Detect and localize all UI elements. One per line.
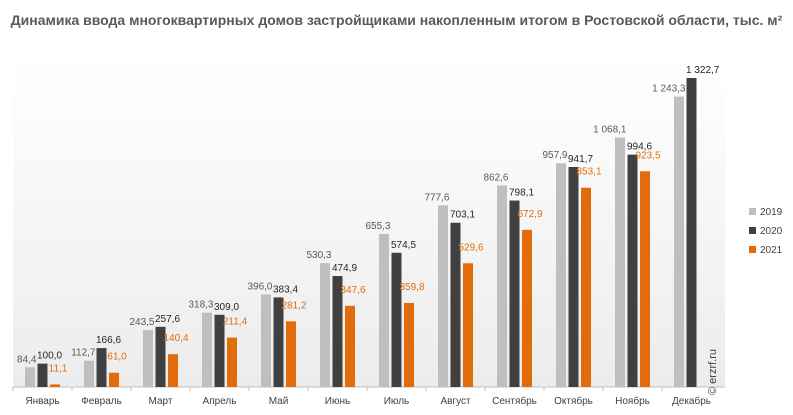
data-label-2019: 957,9 (542, 150, 567, 161)
data-label-2020: 703,1 (450, 210, 475, 221)
data-label-2021: 61,0 (107, 352, 127, 363)
bar-2020 (686, 78, 697, 387)
x-tick-label: Апрель (203, 396, 237, 407)
x-tick-label: Октябрь (554, 395, 593, 407)
data-label-2019: 1 068,1 (593, 124, 627, 135)
x-tick-label: Декабрь (672, 395, 711, 407)
data-label-2020: 474,9 (332, 263, 357, 274)
bar-2019 (497, 185, 507, 387)
data-label-2020: 383,4 (273, 284, 298, 295)
data-label-2021: 672,9 (517, 209, 542, 220)
bar-2019 (615, 137, 625, 387)
data-label-2020: 166,6 (96, 335, 121, 346)
bar-2020 (214, 314, 225, 387)
x-tick-label: Февраль (81, 396, 122, 407)
chart-title: Динамика ввода многоквартирных домов зас… (10, 12, 783, 28)
bar-2021 (109, 372, 119, 387)
data-label-2019: 84,4 (17, 354, 37, 365)
x-tick-label: Январь (25, 396, 59, 407)
bar-2020 (332, 276, 343, 387)
data-label-2020: 257,6 (155, 314, 180, 325)
bar-2020 (37, 363, 48, 387)
data-label-2021: 923,5 (635, 150, 660, 161)
bar-2019 (25, 367, 35, 387)
data-label-2019: 243,5 (129, 317, 154, 328)
data-label-2019: 396,0 (247, 281, 272, 292)
data-label-2019: 777,6 (424, 192, 449, 203)
data-label-2020: 994,6 (627, 142, 652, 153)
data-label-2021: 281,2 (281, 300, 306, 311)
bar-2019 (202, 312, 212, 387)
x-tick-label: Август (440, 396, 471, 407)
x-tick-label: Май (269, 396, 289, 407)
data-label-2020: 798,1 (509, 188, 534, 199)
data-label-2019: 1 243,3 (652, 84, 686, 95)
bar-2019 (320, 263, 330, 387)
bar-2019 (556, 163, 566, 387)
data-label-2021: 359,8 (399, 282, 424, 293)
data-label-2021: 11,1 (49, 363, 68, 374)
legend-swatch-2019 (749, 208, 756, 215)
x-tick-label: Ноябрь (615, 395, 650, 407)
bar-2020 (450, 222, 461, 387)
legend-label-2019: 2019 (760, 207, 783, 218)
data-label-2019: 318,3 (188, 300, 213, 311)
bar-2020 (155, 326, 166, 387)
bar-2019 (261, 294, 271, 387)
data-label-2019: 862,6 (483, 172, 508, 183)
bar-2021 (522, 229, 532, 387)
bar-2020 (627, 154, 638, 387)
x-tick-label: Март (149, 396, 173, 407)
x-tick-label: Июль (384, 396, 410, 407)
data-label-2021: 853,1 (576, 167, 601, 178)
data-label-2020: 309,0 (214, 302, 239, 313)
legend-label-2020: 2020 (760, 226, 783, 237)
bar-2020 (96, 348, 107, 387)
x-tick-label: Июнь (325, 396, 350, 407)
bar-2020 (509, 200, 520, 387)
bar-2020 (391, 252, 402, 387)
bar-2021 (463, 263, 473, 387)
data-label-2021: 140,4 (163, 333, 188, 344)
bar-2021 (345, 305, 355, 387)
bar-2021 (50, 384, 60, 387)
legend-label-2021: 2021 (760, 245, 783, 256)
bar-2019 (379, 233, 389, 387)
legend-swatch-2020 (749, 227, 756, 234)
bar-2021 (581, 187, 591, 387)
bar-2020 (568, 167, 579, 387)
bar-2019 (674, 96, 684, 387)
bar-2019 (84, 360, 94, 387)
data-label-2021: 529,6 (458, 242, 483, 253)
watermark: © erzrf.ru (707, 349, 719, 395)
data-label-2021: 347,6 (340, 285, 365, 296)
data-label-2019: 112,7 (71, 348, 96, 359)
data-label-2021: 211,4 (223, 317, 248, 328)
legend-swatch-2021 (749, 246, 756, 253)
bar-2019 (438, 205, 448, 387)
data-label-2020: 1 322,7 (686, 65, 720, 76)
data-label-2020: 100,0 (37, 351, 62, 362)
bar-2020 (273, 297, 284, 387)
bar-2021 (168, 354, 178, 387)
bar-2021 (640, 171, 650, 387)
bar-2019 (143, 330, 153, 387)
data-label-2019: 655,3 (365, 221, 390, 232)
data-label-2020: 574,5 (391, 240, 416, 251)
bar-2021 (227, 337, 237, 387)
bar-2021 (286, 321, 296, 387)
bar-2021 (404, 302, 414, 387)
x-tick-label: Сентябрь (492, 395, 537, 407)
plot-area (13, 58, 725, 387)
data-label-2020: 941,7 (568, 154, 593, 165)
data-label-2019: 530,3 (306, 250, 331, 261)
